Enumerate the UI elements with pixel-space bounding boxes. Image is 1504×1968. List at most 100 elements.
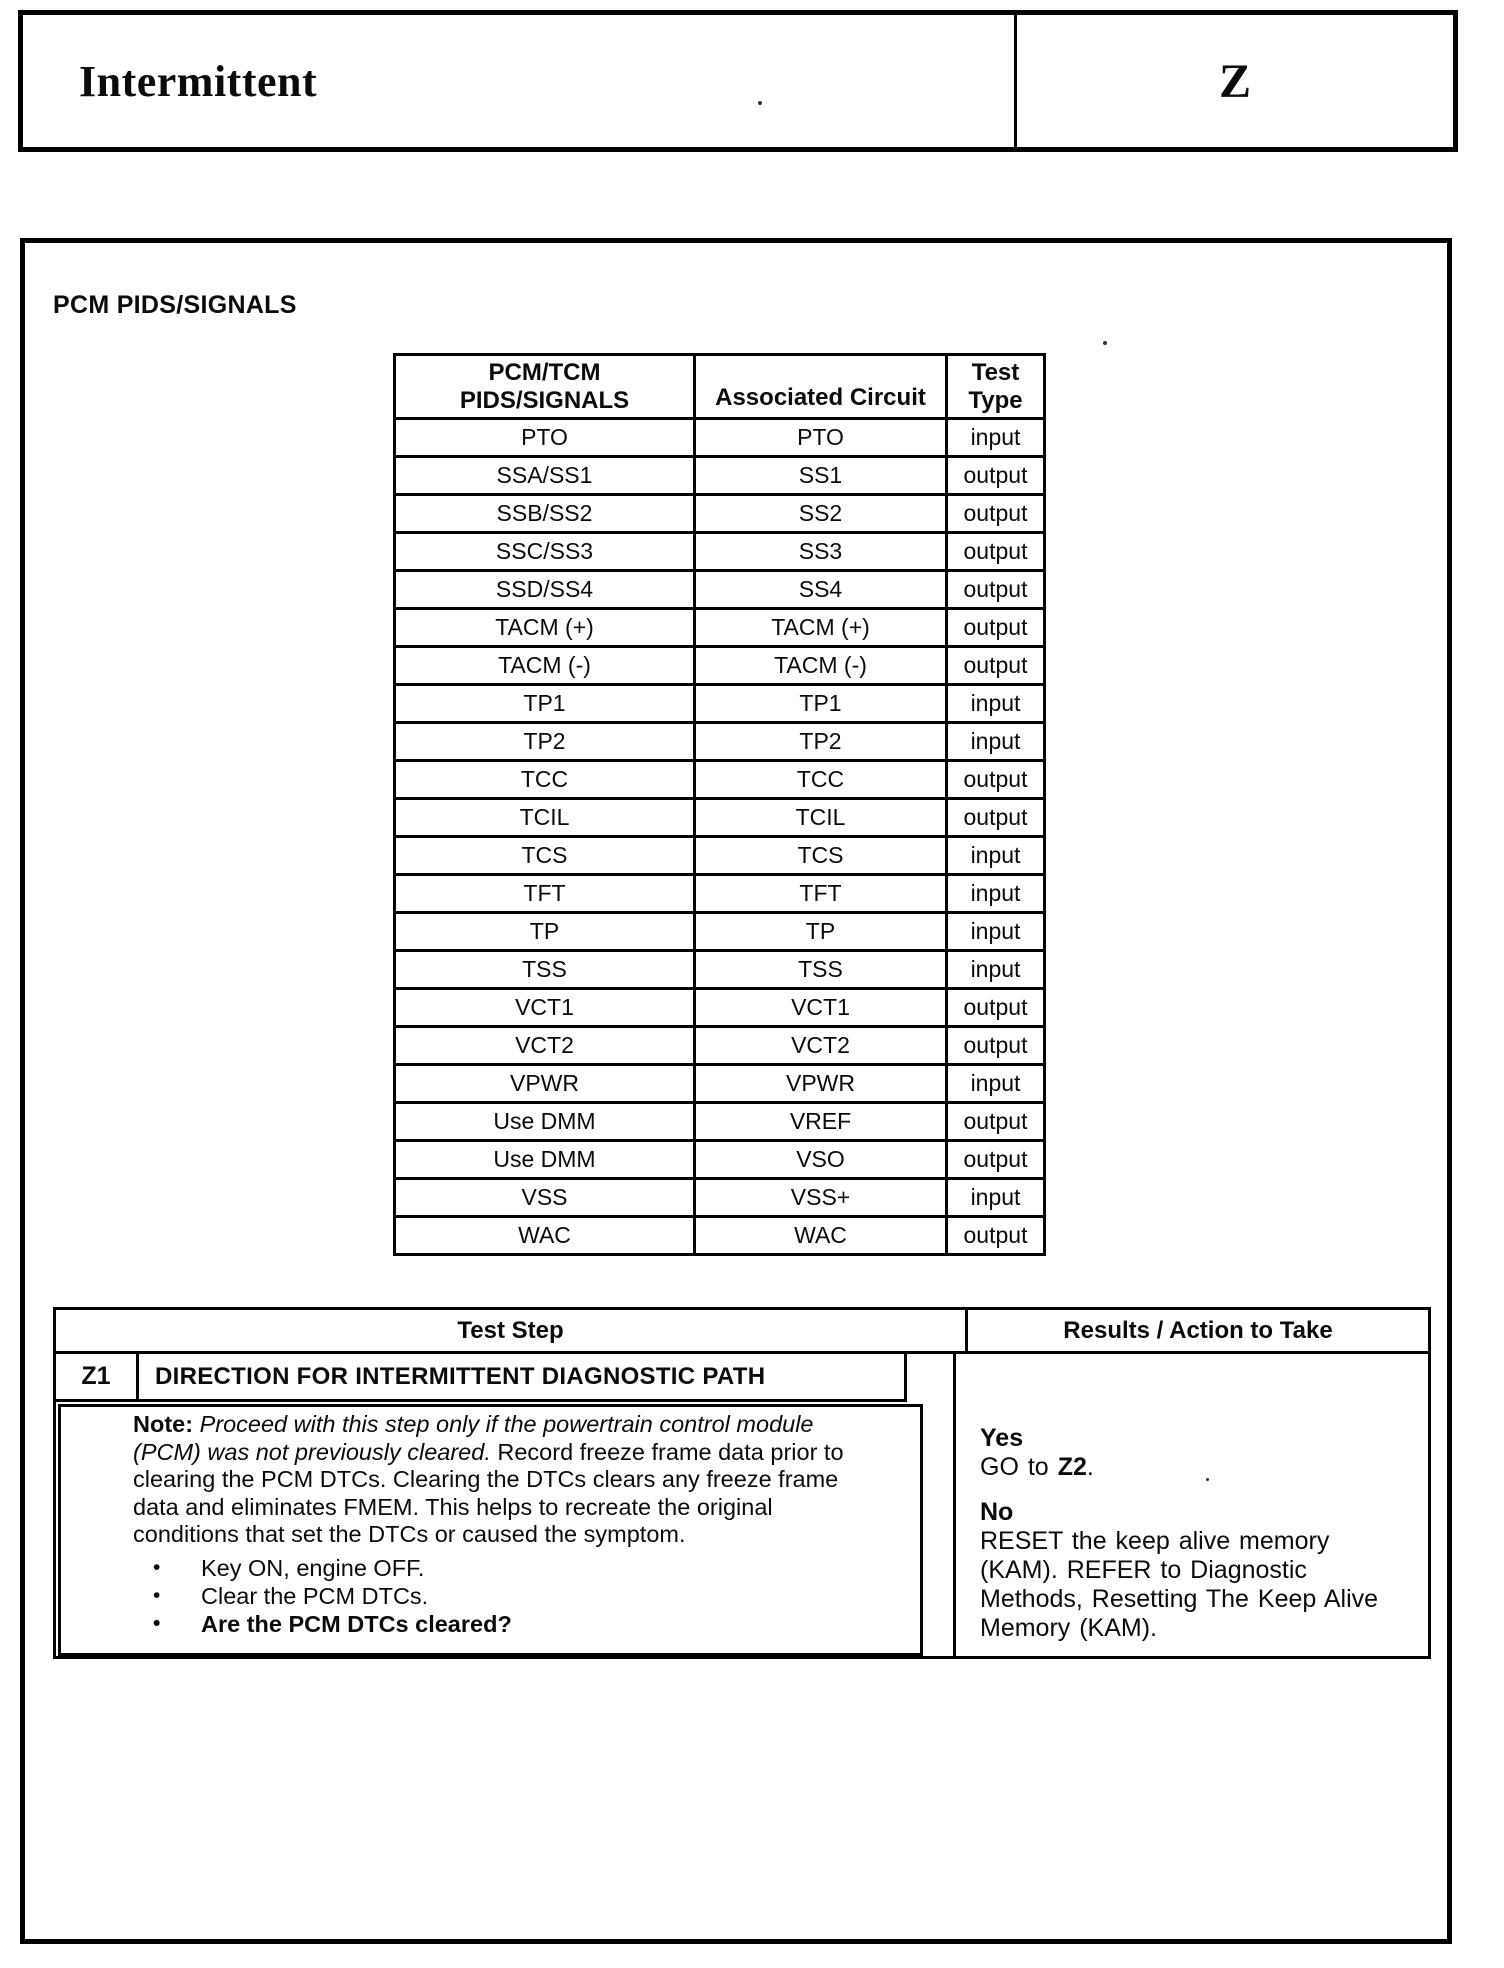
pids-cell: TSS (393, 949, 696, 990)
section-heading: PCM PIDS/SIGNALS (53, 291, 297, 319)
pids-cell: output (945, 455, 1046, 496)
pids-table-body: PTO PTO input SSA/SS1 SS1 output SSB/SS2 SS2 out… (393, 417, 1046, 1256)
pids-cell: output (945, 569, 1046, 610)
pids-cell: input (945, 417, 1046, 458)
yes-action-prefix: GO to (980, 1453, 1049, 1481)
pids-cell: TACM (-) (393, 645, 696, 686)
pids-cell: output (945, 1101, 1046, 1142)
pids-cell: TCC (393, 759, 696, 800)
pids-cell: VCT2 (693, 1025, 948, 1066)
pids-row: Use DMM VREF output (393, 1101, 1046, 1142)
pids-row: TP TP input (393, 911, 1046, 952)
pids-row: TP1 TP1 input (393, 683, 1046, 724)
pids-cell: VSO (693, 1139, 948, 1180)
step-title: DIRECTION FOR INTERMITTENT DIAGNOSTIC PA… (155, 1362, 766, 1390)
step-instructions-box: Note: Proceed with this step only if the… (58, 1404, 923, 1656)
pids-cell: VPWR (693, 1063, 948, 1104)
bullet-item: • Key ON, engine OFF. (153, 1554, 902, 1582)
pids-cell: Use DMM (393, 1101, 696, 1142)
pids-header-row: PCM/TCM PIDS/SIGNALS Associated Circuit … (393, 353, 1046, 420)
step-note: Note: Proceed with this step only if the… (133, 1411, 848, 1549)
section-letter: Z (1218, 54, 1251, 108)
pids-cell: TFT (693, 873, 948, 914)
bullet-icon: • (153, 1611, 161, 1635)
pids-cell: TACM (-) (693, 645, 948, 686)
pids-row: TSS TSS input (393, 949, 1046, 990)
pids-header-col1-line1: PCM/TCM (488, 358, 601, 386)
pids-header-col3-line2: Type (968, 386, 1023, 414)
pids-row: Use DMM VSO output (393, 1139, 1046, 1180)
note-italic-text: Proceed with this step only if the power… (133, 1411, 814, 1465)
pids-row: VSS VSS+ input (393, 1177, 1046, 1218)
pids-cell: TP1 (393, 683, 696, 724)
page-header-letter-cell: Z (1017, 15, 1453, 147)
bullet-item: • Clear the PCM DTCs. (153, 1582, 902, 1610)
pids-cell: output (945, 1215, 1046, 1256)
pids-cell: VSS+ (693, 1177, 948, 1218)
no-action: RESET the keep alive memory (KAM). REFER… (980, 1527, 1379, 1642)
pids-cell: input (945, 683, 1046, 724)
pids-cell: TCS (693, 835, 948, 876)
bullet-list: • Key ON, engine OFF. • Clear the PCM DTCs.… (133, 1554, 902, 1638)
pids-cell: TCC (693, 759, 948, 800)
no-label: No (980, 1498, 1014, 1526)
pids-cell: SS1 (693, 455, 948, 496)
pids-cell: output (945, 531, 1046, 572)
pids-cell: VPWR (393, 1063, 696, 1104)
pids-cell: TSS (693, 949, 948, 990)
pids-cell: input (945, 721, 1046, 762)
pids-row: PTO PTO input (393, 417, 1046, 458)
step-id: Z1 (56, 1354, 139, 1399)
pids-cell: TFT (393, 873, 696, 914)
pids-cell: input (945, 911, 1046, 952)
pids-cell: VSS (393, 1177, 696, 1218)
pids-cell: input (945, 949, 1046, 990)
scan-speck (758, 101, 762, 105)
pids-cell: output (945, 1139, 1046, 1180)
step-title-row: Z1 DIRECTION FOR INTERMITTENT DIAGNOSTIC… (56, 1354, 907, 1402)
test-step-column: Z1 DIRECTION FOR INTERMITTENT DIAGNOSTIC… (56, 1354, 956, 1656)
pids-cell: WAC (693, 1215, 948, 1256)
yes-label: Yes (980, 1424, 1024, 1452)
pids-cell: output (945, 987, 1046, 1028)
main-content-box: PCM PIDS/SIGNALS PCM/TCM PIDS/SIGNALS As… (20, 238, 1452, 1944)
page-title: Intermittent (79, 56, 318, 106)
scan-speck (1206, 1478, 1209, 1481)
pids-row: SSA/SS1 SS1 output (393, 455, 1046, 496)
pids-cell: SS2 (693, 493, 948, 534)
pids-row: TCC TCC output (393, 759, 1046, 800)
bullet-text: Are the PCM DTCs cleared? (201, 1610, 512, 1637)
pids-row: TP2 TP2 input (393, 721, 1046, 762)
pids-cell: VCT1 (393, 987, 696, 1028)
pids-header-col2: Associated Circuit (693, 353, 948, 420)
pids-row: TACM (-) TACM (-) output (393, 645, 1046, 686)
pids-cell: SSD/SS4 (393, 569, 696, 610)
pids-row: VPWR VPWR input (393, 1063, 1046, 1104)
pids-cell: SSB/SS2 (393, 493, 696, 534)
note-text: Record freeze frame data prior to cleari… (133, 1438, 844, 1548)
pids-header-col3-line1: Test (971, 358, 1020, 386)
pids-cell: output (945, 797, 1046, 838)
pids-row: WAC WAC output (393, 1215, 1046, 1256)
page-header-title-cell: Intermittent (23, 15, 1017, 147)
pids-row: VCT1 VCT1 output (393, 987, 1046, 1028)
bullet-icon: • (153, 1583, 161, 1607)
bullet-icon: • (153, 1555, 161, 1579)
pids-cell: SS3 (693, 531, 948, 572)
pids-cell: output (945, 645, 1046, 686)
pids-row: TFT TFT input (393, 873, 1046, 914)
pids-cell: SSC/SS3 (393, 531, 696, 572)
page-header: Intermittent Z (18, 10, 1458, 152)
pids-cell: output (945, 607, 1046, 648)
test-step-table: Test Step Results / Action to Take Z1 DI… (53, 1307, 1431, 1659)
pids-row: VCT2 VCT2 output (393, 1025, 1046, 1066)
pids-row: TCIL TCIL output (393, 797, 1046, 838)
test-table-body: Z1 DIRECTION FOR INTERMITTENT DIAGNOSTIC… (56, 1354, 1428, 1656)
goto-step-reference: Z2 (1057, 1453, 1087, 1481)
yes-action: GO to Z2. (980, 1453, 1408, 1482)
pids-cell: output (945, 1025, 1046, 1066)
pids-signals-table: PCM/TCM PIDS/SIGNALS Associated Circuit … (393, 353, 1046, 1256)
pids-cell: PTO (693, 417, 948, 458)
pids-cell: TCIL (693, 797, 948, 838)
